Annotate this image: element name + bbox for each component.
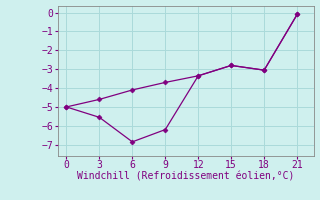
X-axis label: Windchill (Refroidissement éolien,°C): Windchill (Refroidissement éolien,°C) bbox=[77, 172, 294, 182]
